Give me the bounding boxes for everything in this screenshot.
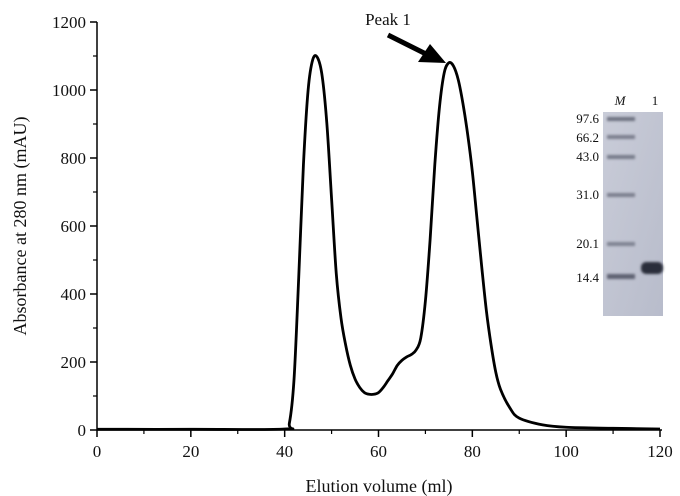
series-line bbox=[96, 54, 661, 431]
gel-sample-band bbox=[641, 262, 663, 274]
x-tick-label: 100 bbox=[553, 442, 579, 461]
peak-1-label: Peak 1 bbox=[365, 10, 411, 29]
y-tick-label: 1200 bbox=[52, 13, 86, 32]
gel-marker-label: 43.0 bbox=[576, 149, 599, 164]
gel-marker-band bbox=[607, 274, 635, 279]
y-tick-label: 600 bbox=[61, 217, 87, 236]
gel-lane-label-m: M bbox=[614, 93, 627, 108]
gel-marker-label: 31.0 bbox=[576, 187, 599, 202]
gel-lane-label-1: 1 bbox=[652, 93, 659, 108]
y-tick-label: 200 bbox=[61, 353, 87, 372]
gel-marker-label: 66.2 bbox=[576, 130, 599, 145]
y-axis-title: Absorbance at 280 nm (mAU) bbox=[10, 117, 31, 336]
gel-image bbox=[603, 112, 663, 316]
x-tick-label: 40 bbox=[276, 442, 293, 461]
gel-marker-label: 20.1 bbox=[576, 236, 599, 251]
gel-marker-label: 14.4 bbox=[576, 270, 599, 285]
x-tick-label: 20 bbox=[182, 442, 199, 461]
peak-1-arrow bbox=[386, 32, 446, 63]
gel-marker-band bbox=[607, 242, 635, 246]
y-tick-label: 1000 bbox=[52, 81, 86, 100]
x-tick-label: 0 bbox=[93, 442, 102, 461]
gel-marker-band bbox=[607, 117, 635, 121]
y-tick-label: 400 bbox=[61, 285, 87, 304]
gel-marker-label: 97.6 bbox=[576, 111, 599, 126]
x-tick-label: 120 bbox=[647, 442, 673, 461]
x-tick-label: 60 bbox=[370, 442, 387, 461]
y-tick-label: 800 bbox=[61, 149, 87, 168]
gel-inset: M 1 97.6 66.2 43.0 31.0 20.1 14.4 bbox=[576, 93, 663, 316]
y-tick-label: 0 bbox=[78, 421, 87, 440]
x-axis-title: Elution volume (ml) bbox=[306, 476, 453, 496]
x-ticks: 0 20 40 60 80 100 120 bbox=[93, 430, 673, 461]
gel-marker-band bbox=[607, 193, 635, 197]
gel-marker-band bbox=[607, 155, 635, 159]
x-tick-label: 80 bbox=[464, 442, 481, 461]
y-ticks: 0 200 400 600 800 1000 1200 bbox=[52, 13, 97, 440]
gel-marker-band bbox=[607, 135, 635, 139]
